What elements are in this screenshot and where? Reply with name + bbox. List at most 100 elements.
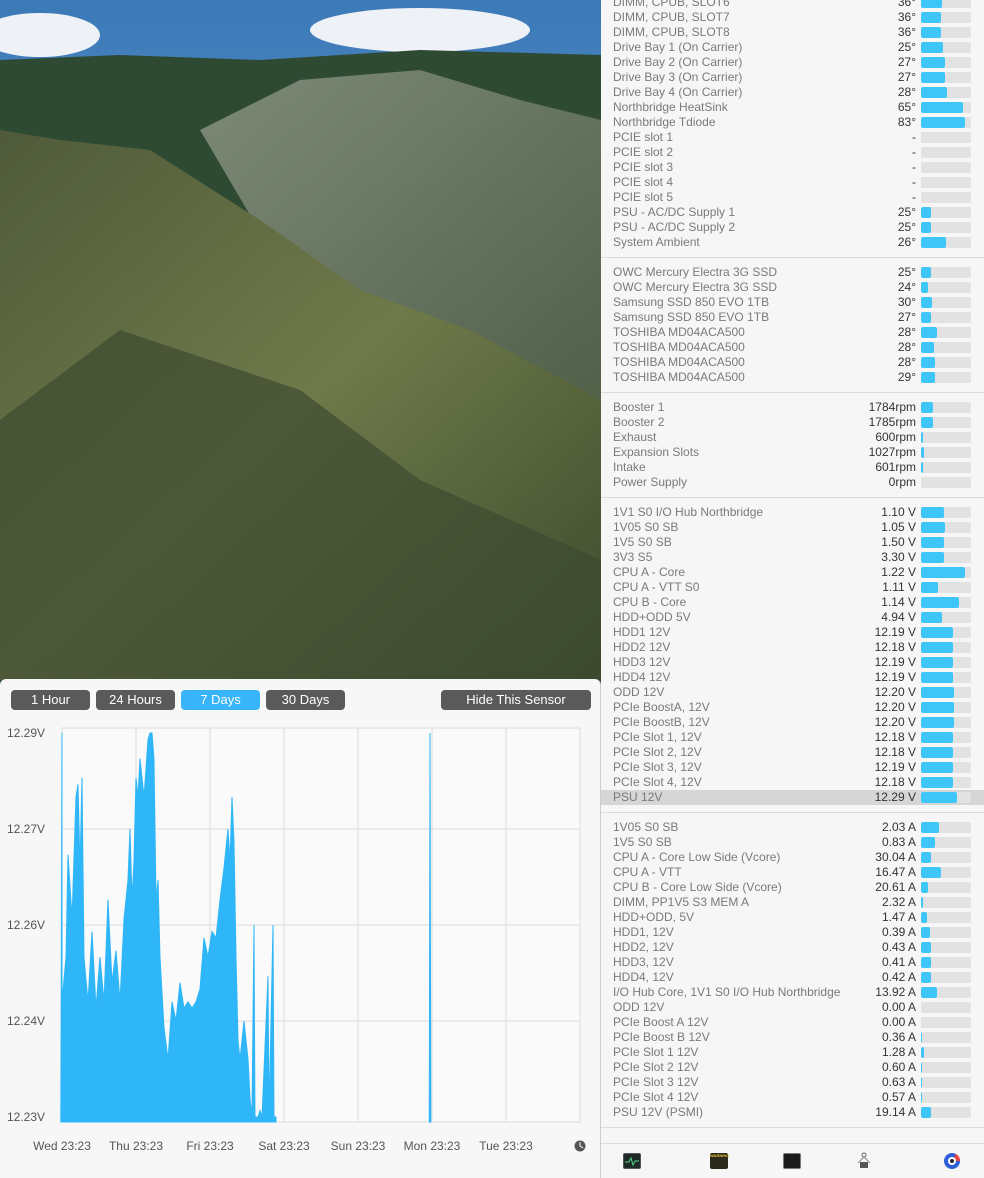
sensor-value: 28° [897, 340, 916, 354]
range-1-hour-button[interactable]: 1 Hour [11, 690, 90, 710]
sensor-row[interactable]: HDD1 12V 12.19 V [601, 625, 984, 640]
sensor-row[interactable]: HDD+ODD, 5V 1.47 A [601, 910, 984, 925]
sensor-value: 24° [897, 280, 916, 294]
sensor-row[interactable]: HDD1, 12V 0.39 A [601, 925, 984, 940]
activity-monitor-icon[interactable] [623, 1153, 641, 1169]
sensor-row[interactable]: PCIe BoostB, 12V 12.20 V [601, 715, 984, 730]
sensor-row[interactable]: PCIe Boost B 12V 0.36 A [601, 1030, 984, 1045]
sensor-value: 28° [897, 325, 916, 339]
sensor-list[interactable]: DIMM, CPUB, SLOT5 39° DIMM, CPUB, SLOT6 … [601, 0, 984, 1128]
sensor-value: 1785rpm [868, 415, 916, 429]
sensor-row[interactable]: PCIe Slot 4, 12V 12.18 V [601, 775, 984, 790]
sensor-value: - [912, 175, 916, 189]
sensor-row[interactable]: 3V3 S5 3.30 V [601, 550, 984, 565]
sensor-row[interactable]: OWC Mercury Electra 3G SSD 25° [601, 265, 984, 280]
sensor-row[interactable]: I/O Hub Core, 1V1 S0 I/O Hub Northbridge… [601, 985, 984, 1000]
sensor-row[interactable]: HDD4, 12V 0.42 A [601, 970, 984, 985]
sensor-row[interactable]: DIMM, PP1V5 S3 MEM A 2.32 A [601, 895, 984, 910]
sensor-row[interactable]: TOSHIBA MD04ACA500 28° [601, 340, 984, 355]
sensor-row[interactable]: Expansion Slots 1027rpm [601, 445, 984, 460]
sensor-row[interactable]: CPU A - VTT 16.47 A [601, 865, 984, 880]
sensor-row[interactable]: 1V5 S0 SB 0.83 A [601, 835, 984, 850]
range-7-days-button[interactable]: 7 Days [181, 690, 260, 710]
sensor-row[interactable]: CPU B - Core Low Side (Vcore) 20.61 A [601, 880, 984, 895]
sensor-row[interactable]: Power Supply 0rpm [601, 475, 984, 490]
sensor-row[interactable]: 1V1 S0 I/O Hub Northbridge 1.10 V [601, 505, 984, 520]
sensor-row[interactable]: PCIe Slot 4 12V 0.57 A [601, 1090, 984, 1105]
sensor-row[interactable]: PCIe Slot 1, 12V 12.18 V [601, 730, 984, 745]
sensor-label: Drive Bay 1 (On Carrier) [613, 40, 743, 54]
sensor-row[interactable]: System Ambient 26° [601, 235, 984, 250]
sensor-row[interactable]: OWC Mercury Electra 3G SSD 24° [601, 280, 984, 295]
sensor-row[interactable]: Northbridge Tdiode 83° [601, 115, 984, 130]
sensor-row[interactable]: PCIe Slot 2, 12V 12.18 V [601, 745, 984, 760]
sensor-row[interactable]: HDD3, 12V 0.41 A [601, 955, 984, 970]
sensor-row[interactable]: Exhaust 600rpm [601, 430, 984, 445]
sensor-row[interactable]: PCIE slot 5 - [601, 190, 984, 205]
sensor-row[interactable]: PCIe Boost A 12V 0.00 A [601, 1015, 984, 1030]
sensor-row[interactable]: Drive Bay 3 (On Carrier) 27° [601, 70, 984, 85]
sensor-value: 1027rpm [868, 445, 916, 459]
sensor-row[interactable]: CPU A - Core 1.22 V [601, 565, 984, 580]
sensor-row[interactable]: PCIe Slot 2 12V 0.60 A [601, 1060, 984, 1075]
sensor-row[interactable]: PCIe Slot 3 12V 0.63 A [601, 1075, 984, 1090]
sensor-row[interactable]: Northbridge HeatSink 65° [601, 100, 984, 115]
sensor-level-fill [921, 837, 935, 848]
sensor-row[interactable]: 1V5 S0 SB 1.50 V [601, 535, 984, 550]
sensor-row[interactable]: PCIE slot 2 - [601, 145, 984, 160]
sensor-value: 0.41 A [881, 955, 916, 969]
sensor-row[interactable]: DIMM, CPUB, SLOT8 36° [601, 25, 984, 40]
sensor-value: 2.03 A [881, 820, 916, 834]
sensor-row[interactable]: CPU A - VTT S0 1.11 V [601, 580, 984, 595]
sensor-level-bar [921, 87, 971, 98]
sensor-level-fill [921, 987, 937, 998]
sensor-row[interactable]: Samsung SSD 850 EVO 1TB 27° [601, 310, 984, 325]
system-information-icon[interactable] [855, 1152, 873, 1168]
hide-sensor-button[interactable]: Hide This Sensor [441, 690, 591, 710]
sensor-row[interactable]: Drive Bay 4 (On Carrier) 28° [601, 85, 984, 100]
sensor-value: 0.00 A [881, 1000, 916, 1014]
sensor-row[interactable]: TOSHIBA MD04ACA500 29° [601, 370, 984, 385]
range-30-days-button[interactable]: 30 Days [266, 690, 345, 710]
sensor-row[interactable]: HDD2 12V 12.18 V [601, 640, 984, 655]
sensor-row[interactable]: DIMM, CPUB, SLOT6 36° [601, 0, 984, 10]
sensor-row[interactable]: Booster 1 1784rpm [601, 400, 984, 415]
sensor-row[interactable]: 1V05 S0 SB 2.03 A [601, 820, 984, 835]
sensor-row[interactable]: PCIE slot 4 - [601, 175, 984, 190]
sensor-row[interactable]: HDD2, 12V 0.43 A [601, 940, 984, 955]
sensor-row[interactable]: Drive Bay 1 (On Carrier) 25° [601, 40, 984, 55]
sensor-row[interactable]: ODD 12V 12.20 V [601, 685, 984, 700]
istat-menus-icon[interactable] [943, 1152, 961, 1169]
sensor-level-fill [921, 747, 953, 758]
sensor-row[interactable]: Booster 2 1785rpm [601, 415, 984, 430]
sensor-label: PCIe Boost B 12V [613, 1030, 710, 1044]
sensor-row[interactable]: PSU - AC/DC Supply 1 25° [601, 205, 984, 220]
range-24-hours-button[interactable]: 24 Hours [96, 690, 175, 710]
sensor-row[interactable]: PSU - AC/DC Supply 2 25° [601, 220, 984, 235]
sensor-row[interactable]: CPU A - Core Low Side (Vcore) 30.04 A [601, 850, 984, 865]
sensor-row[interactable]: HDD4 12V 12.19 V [601, 670, 984, 685]
sensor-row[interactable]: Drive Bay 2 (On Carrier) 27° [601, 55, 984, 70]
sensor-row[interactable]: 1V05 S0 SB 1.05 V [601, 520, 984, 535]
sensor-row[interactable]: PCIE slot 3 - [601, 160, 984, 175]
sensor-label: PCIe BoostB, 12V [613, 715, 710, 729]
console-icon[interactable]: WARNING [710, 1153, 729, 1169]
sensor-row[interactable]: PCIe Slot 1 12V 1.28 A [601, 1045, 984, 1060]
sensor-row[interactable]: PCIE slot 1 - [601, 130, 984, 145]
sensor-row[interactable]: PSU 12V (PSMI) 19.14 A [601, 1105, 984, 1120]
sensor-row[interactable]: Intake 601rpm [601, 460, 984, 475]
sensor-row[interactable]: ODD 12V 0.00 A [601, 1000, 984, 1015]
terminal-icon[interactable] [783, 1153, 801, 1169]
sensor-row[interactable]: DIMM, CPUB, SLOT7 36° [601, 10, 984, 25]
sensor-row[interactable]: Samsung SSD 850 EVO 1TB 30° [601, 295, 984, 310]
sensor-row[interactable]: HDD+ODD 5V 4.94 V [601, 610, 984, 625]
sensor-row[interactable]: CPU B - Core 1.14 V [601, 595, 984, 610]
sensor-row[interactable]: HDD3 12V 12.19 V [601, 655, 984, 670]
sensor-row[interactable]: PSU 12V 12.29 V [601, 790, 984, 805]
sensor-row[interactable]: TOSHIBA MD04ACA500 28° [601, 325, 984, 340]
sensor-row[interactable]: PCIe BoostA, 12V 12.20 V [601, 700, 984, 715]
sensor-row[interactable]: TOSHIBA MD04ACA500 28° [601, 355, 984, 370]
sensor-row[interactable]: PCIe Slot 3, 12V 12.19 V [601, 760, 984, 775]
voltage-area-series [60, 732, 63, 1123]
sensor-level-bar [921, 207, 971, 218]
